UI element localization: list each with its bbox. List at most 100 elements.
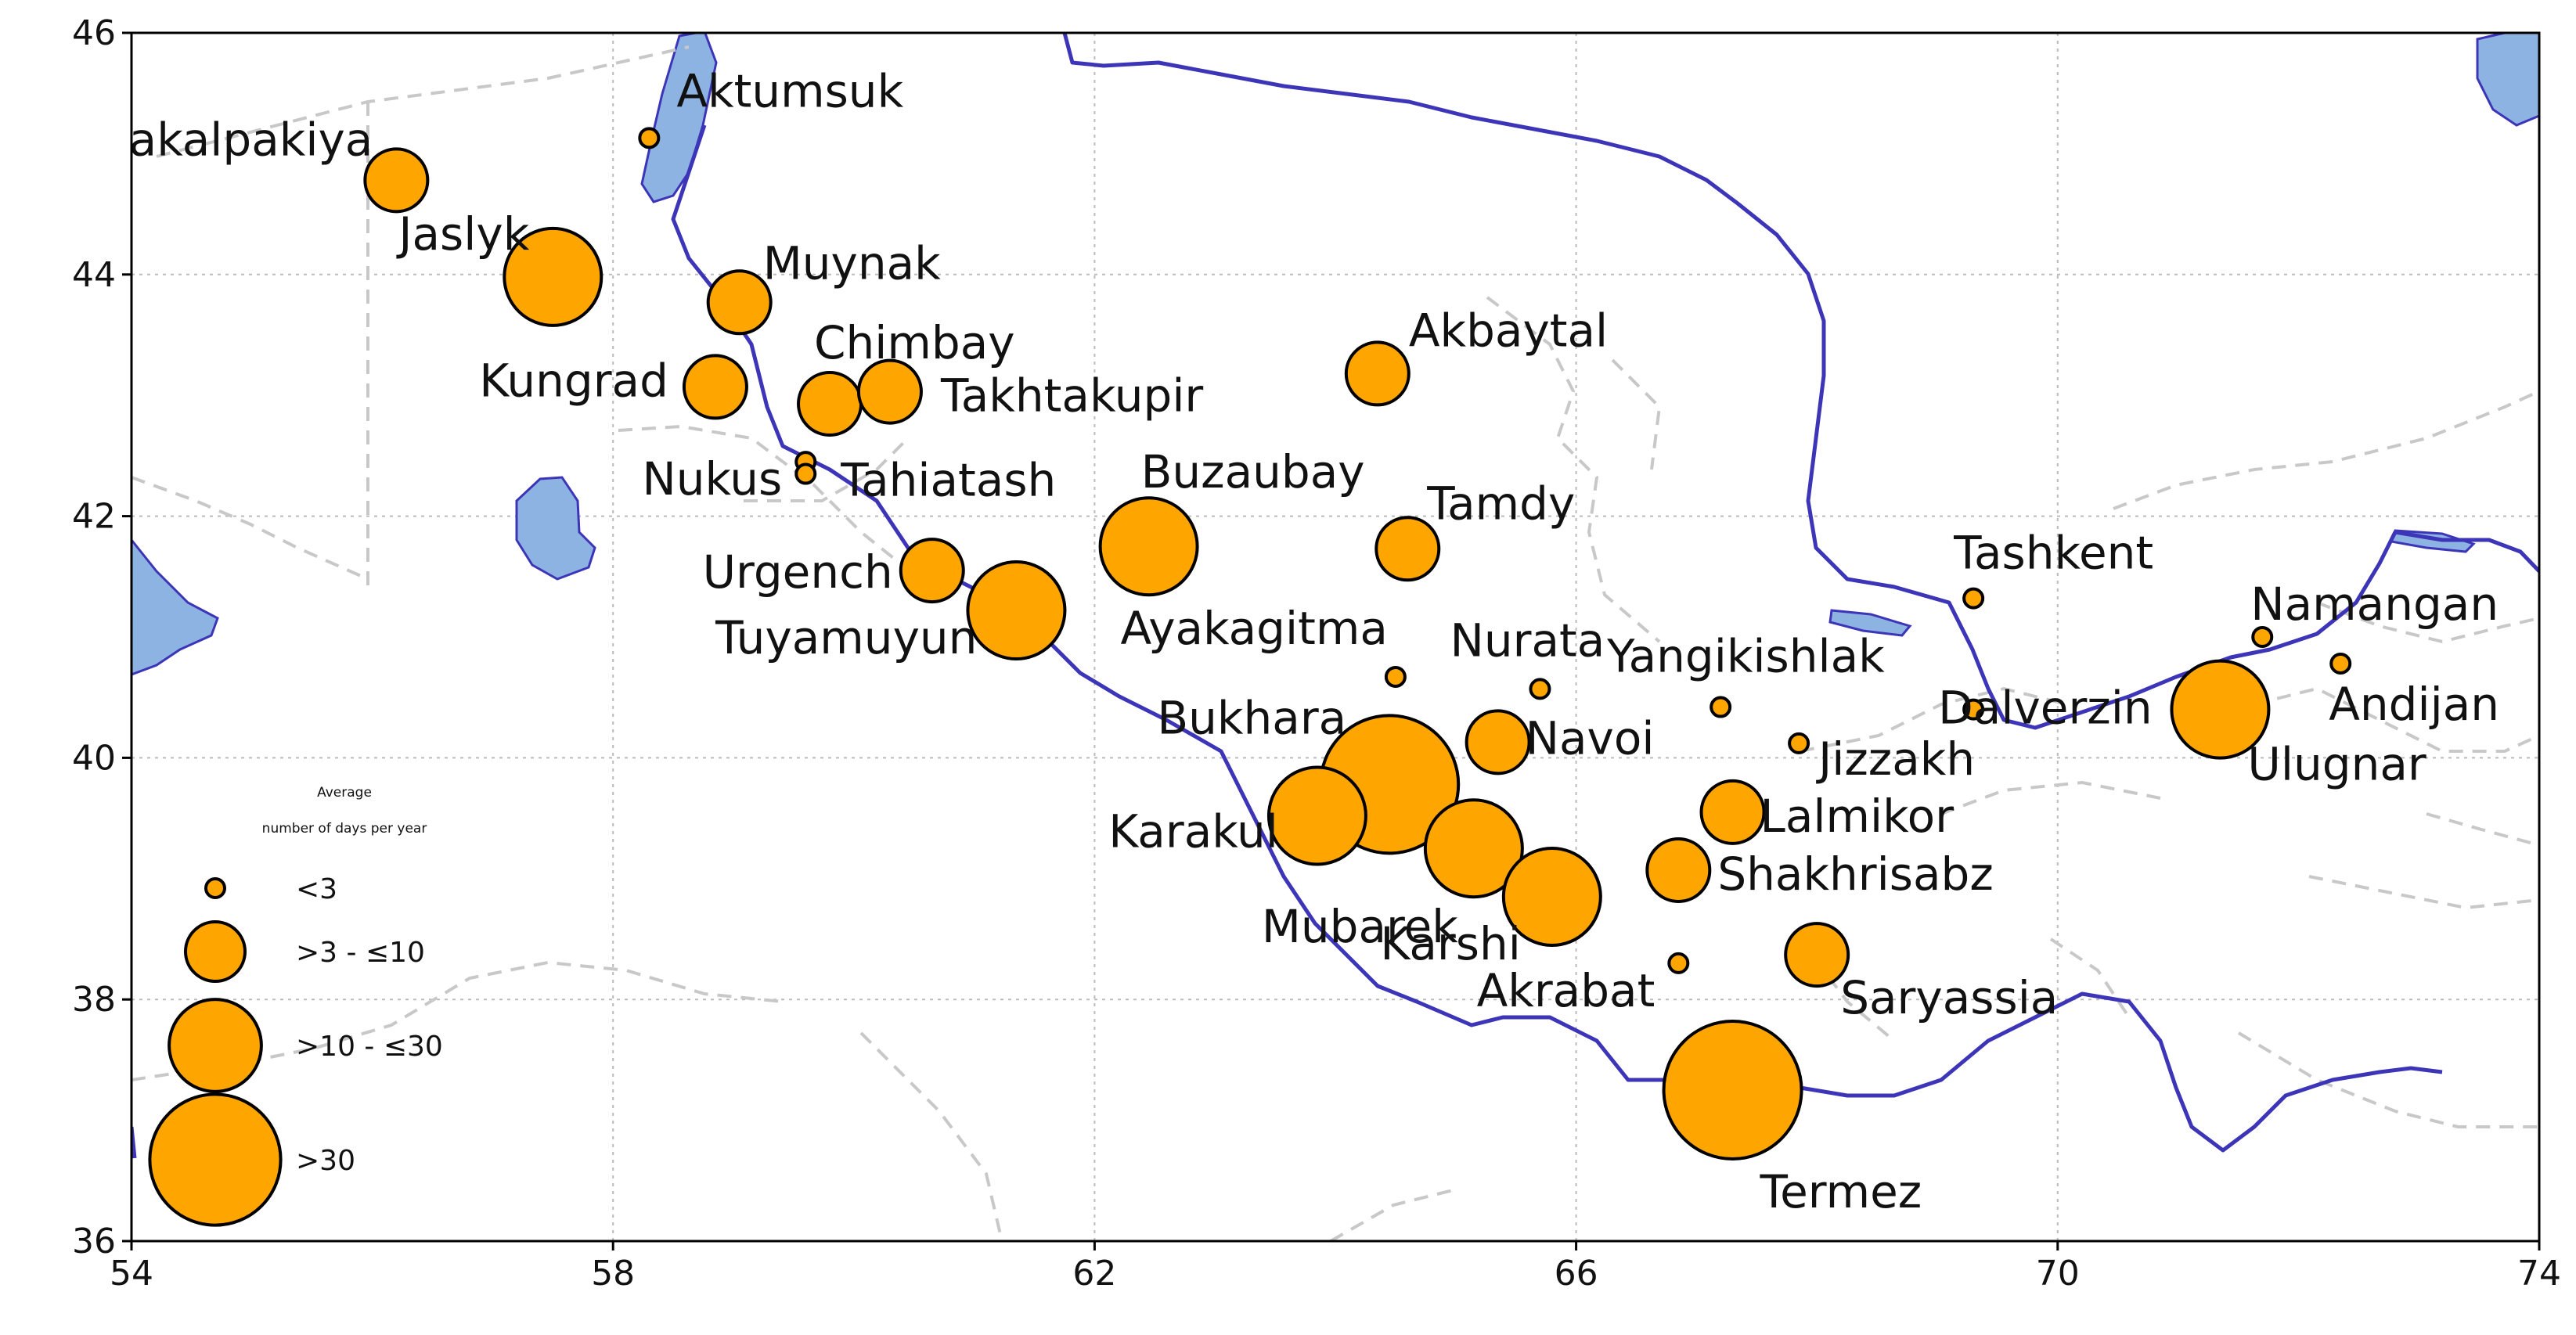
station-label-jaslyk: Jaslyk — [396, 207, 529, 261]
station-marker-karakul — [1266, 765, 1367, 866]
legend-label-0: <3 — [296, 873, 337, 905]
station-label-ulugnar: Ulugnar — [2247, 738, 2426, 791]
legend-marker-2 — [168, 998, 263, 1093]
station-marker-saryassia — [1784, 922, 1850, 988]
station-marker-muynak — [706, 269, 773, 336]
station-marker-jaslyk — [503, 226, 603, 327]
y-tick-label: 38 — [72, 980, 116, 1020]
station-marker-urgench — [899, 538, 965, 604]
legend-marker-0 — [204, 877, 226, 899]
station-label-termez: Termez — [1760, 1165, 1922, 1218]
station-marker-takhtakupir — [856, 358, 923, 425]
x-tick-label: 70 — [2036, 1254, 2080, 1294]
legend-label-3: >30 — [296, 1145, 355, 1177]
water-bodies — [132, 33, 2539, 676]
station-label-jizzakh: Jizzakh — [1816, 732, 1975, 786]
aydarkul-lake — [1828, 609, 1912, 637]
station-label-saryassia: Saryassia — [1840, 971, 2058, 1024]
y-tick-label: 44 — [72, 255, 116, 295]
station-label-lalmikor: Lalmikor — [1760, 790, 1955, 843]
station-marker-navoi — [1465, 709, 1531, 775]
station-label-karakul: Karakul — [1108, 805, 1278, 858]
station-marker-tamdy — [1374, 516, 1441, 582]
lake-top-right — [2476, 33, 2539, 127]
station-label-yangikishlak: Yangikishlak — [1606, 630, 1885, 683]
y-tick-label: 42 — [72, 497, 116, 537]
station-marker-karakalpakiya — [363, 147, 430, 214]
station-marker-akbaytal — [1344, 340, 1410, 407]
station-label-tashkent: Tashkent — [1953, 527, 2153, 580]
station-label-tuyamuyun: Tuyamuyun — [715, 611, 977, 664]
axis-ticks: 54 58 62 66 70 74 46 44 42 40 38 36 — [72, 13, 2561, 1294]
legend-marker-1 — [184, 920, 247, 983]
stations-layer: Karakalpakiya Aktumsuk Jaslyk Muynak Kungrad… — [53, 64, 2499, 1218]
southern-border — [671, 124, 2443, 1153]
x-tick-label: 74 — [2517, 1254, 2561, 1294]
station-label-mubarek: Mubarek — [1262, 900, 1458, 953]
station-label-andijan: Andijan — [2329, 678, 2499, 731]
y-tick-label: 40 — [72, 738, 116, 778]
station-marker-ayakagitma — [1384, 665, 1407, 688]
station-label-kungrad: Kungrad — [479, 354, 668, 407]
x-tick-label: 66 — [1555, 1254, 1598, 1294]
station-marker-andijan — [2329, 652, 2352, 675]
station-label-navoi: Navoi — [1526, 711, 1655, 765]
admin-boundaries — [132, 45, 2539, 1241]
station-label-namangan: Namangan — [2250, 578, 2499, 631]
caspian-sea-edge — [132, 538, 219, 676]
aral-sea-west-lake — [640, 33, 718, 203]
station-marker-tuyamuyun — [966, 560, 1067, 661]
station-marker-buzaubay — [1098, 496, 1199, 597]
y-tick-label: 36 — [72, 1222, 116, 1261]
station-marker-tashkent — [1962, 587, 1985, 610]
station-marker-kungrad — [682, 354, 748, 420]
station-label-takhtakupir: Takhtakupir — [940, 369, 1203, 423]
station-label-urgench: Urgench — [703, 545, 893, 599]
legend-label-1: >3 - ≤10 — [296, 937, 425, 969]
station-label-tahiatash: Tahiatash — [840, 454, 1056, 507]
station-marker-jizzakh — [1788, 732, 1810, 754]
station-marker-ulugnar — [2170, 659, 2271, 760]
station-label-karakalpakiya: Karakalpakiya — [53, 113, 373, 166]
x-tick-label: 54 — [110, 1254, 153, 1294]
legend-title-line2: number of days per year — [262, 821, 427, 837]
legend-items: <3 >3 - ≤10 >10 - ≤30 >30 — [148, 873, 443, 1227]
station-marker-yangikishlak — [1710, 696, 1732, 718]
station-marker-akrabat — [1667, 952, 1690, 974]
station-marker-tahiatash — [794, 462, 817, 485]
station-label-bukhara: Bukhara — [1157, 691, 1346, 744]
east-border — [2394, 530, 2539, 573]
station-marker-aktumsuk — [638, 127, 661, 149]
station-marker-termez — [1662, 1020, 1803, 1160]
kazakhstan-border — [1062, 33, 2398, 730]
legend-label-2: >10 - ≤30 — [296, 1031, 443, 1063]
station-label-tamdy: Tamdy — [1426, 477, 1575, 530]
station-label-buzaubay: Buzaubay — [1141, 445, 1365, 498]
legend-title-line1: Average — [317, 785, 372, 801]
station-marker-lalmikor — [1699, 779, 1766, 845]
station-marker-namangan — [2251, 626, 2274, 648]
x-tick-label: 58 — [591, 1254, 635, 1294]
station-marker-shakhrisabz — [1645, 837, 1712, 903]
sarykamysh-lake — [515, 476, 596, 581]
station-marker-chimbay — [797, 371, 863, 437]
station-marker-dalverzin — [1962, 698, 1985, 721]
station-label-ayakagitma: Ayakagitma — [1120, 602, 1387, 655]
station-label-dalverzin: Dalverzin — [1938, 682, 2153, 735]
station-marker-karshi — [1501, 846, 1602, 947]
station-label-akbaytal: Akbaytal — [1409, 304, 1608, 357]
station-marker-mubarek — [1423, 798, 1524, 899]
station-label-nurata: Nurata — [1450, 614, 1605, 667]
legend: Average number of days per year <3 >3 - ≤… — [148, 785, 443, 1227]
station-label-shakhrisabz: Shakhrisabz — [1717, 847, 1993, 901]
station-label-muynak: Muynak — [763, 236, 941, 290]
legend-marker-3 — [148, 1092, 283, 1227]
station-label-chimbay: Chimbay — [814, 316, 1015, 369]
plot-frame — [130, 31, 2541, 1243]
y-tick-label: 46 — [72, 13, 116, 53]
station-label-nukus: Nukus — [642, 452, 782, 506]
station-label-akrabat: Akrabat — [1477, 964, 1655, 1017]
station-label-aktumsuk: Aktumsuk — [676, 64, 903, 117]
